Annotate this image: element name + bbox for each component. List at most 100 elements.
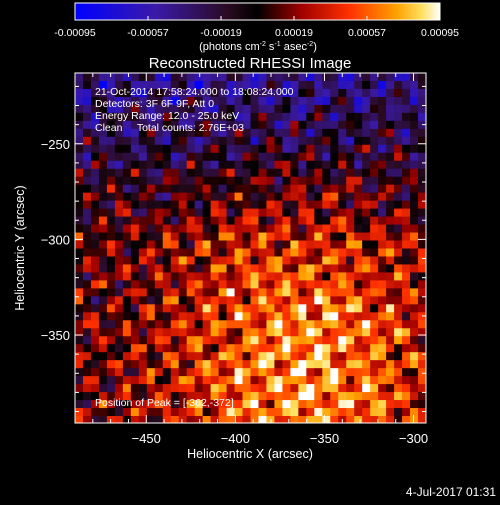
- heatmap-cell: [306, 96, 315, 106]
- heatmap-cell: [170, 312, 180, 321]
- heatmap-cell: [258, 192, 267, 202]
- heatmap-cell: [218, 256, 227, 265]
- heatmap-cell: [322, 128, 331, 138]
- heatmap-cell: [242, 368, 251, 377]
- heatmap-cell: [362, 384, 371, 393]
- heatmap-cell: [386, 384, 395, 393]
- heatmap-cell: [75, 312, 84, 321]
- heatmap-cell: [242, 73, 251, 82]
- heatmap-cell: [138, 272, 148, 281]
- heatmap-cell: [106, 336, 116, 345]
- heatmap-cell: [82, 73, 92, 82]
- heatmap-cell: [346, 184, 355, 194]
- heatmap-cell: [186, 112, 196, 122]
- heatmap-cell: [322, 176, 331, 186]
- heatmap-cell: [274, 120, 283, 130]
- heatmap-cell: [282, 264, 291, 273]
- heatmap-cell: [394, 240, 403, 249]
- x-tick-label: −350: [310, 431, 339, 446]
- heatmap-cell: [322, 144, 331, 154]
- heatmap-cell: [370, 152, 379, 162]
- heatmap-cell: [386, 352, 395, 361]
- heatmap-cell: [290, 200, 299, 210]
- heatmap-cell: [418, 80, 426, 90]
- heatmap-cell: [402, 120, 411, 130]
- heatmap-cell: [370, 176, 379, 186]
- heatmap-cell: [178, 392, 188, 401]
- heatmap-cell: [186, 368, 196, 377]
- heatmap-cell: [386, 344, 395, 353]
- heatmap-cell: [218, 168, 227, 178]
- heatmap-cell: [98, 160, 108, 170]
- heatmap-cell: [90, 232, 100, 241]
- heatmap-cell: [266, 80, 275, 90]
- heatmap-cell: [250, 392, 259, 401]
- heatmap-cell: [386, 152, 395, 162]
- heatmap-cell: [130, 176, 140, 186]
- heatmap-cell: [90, 160, 100, 170]
- heatmap-cell: [154, 200, 164, 210]
- heatmap-cell: [162, 232, 172, 241]
- heatmap-cell: [98, 80, 108, 90]
- heatmap-cell: [146, 216, 156, 225]
- heatmap-cell: [106, 384, 116, 393]
- heatmap-cell: [202, 80, 212, 90]
- heatmap-cell: [242, 208, 251, 217]
- heatmap-cell: [146, 80, 156, 90]
- heatmap-cell: [82, 312, 92, 321]
- heatmap-cell: [290, 240, 299, 249]
- heatmap-cell: [282, 280, 291, 289]
- heatmap-cell: [362, 304, 371, 313]
- heatmap-cell: [354, 320, 363, 329]
- heatmap-cell: [122, 288, 132, 297]
- heatmap-cell: [346, 104, 355, 114]
- heatmap-cell: [362, 232, 371, 241]
- heatmap-cell: [90, 416, 100, 423]
- heatmap-cell: [378, 232, 387, 241]
- heatmap-cell: [170, 376, 180, 385]
- heatmap-cell: [290, 400, 299, 409]
- heatmap-cell: [242, 336, 251, 345]
- heatmap-cell: [362, 176, 371, 186]
- heatmap-cell: [314, 128, 323, 138]
- heatmap-cell: [402, 144, 411, 154]
- heatmap-cell: [386, 304, 395, 313]
- heatmap-cell: [258, 296, 267, 305]
- heatmap-cell: [354, 376, 363, 385]
- heatmap-cell: [154, 336, 164, 345]
- heatmap-cell: [130, 376, 140, 385]
- heatmap-cell: [202, 232, 212, 241]
- heatmap-cell: [114, 288, 124, 297]
- heatmap-cell: [290, 264, 299, 273]
- heatmap-cell: [386, 400, 395, 409]
- heatmap-cell: [370, 120, 379, 130]
- heatmap-cell: [210, 128, 219, 138]
- heatmap-cell: [330, 208, 339, 217]
- heatmap-cell: [186, 144, 196, 154]
- heatmap-cell: [226, 208, 235, 217]
- heatmap-cell: [418, 73, 426, 82]
- heatmap-cell: [178, 264, 188, 273]
- heatmap-cell: [234, 288, 243, 297]
- heatmap-cell: [290, 136, 299, 146]
- heatmap-cell: [410, 184, 419, 194]
- heatmap-cell: [202, 224, 212, 233]
- heatmap-cell: [402, 232, 411, 241]
- heatmap-cell: [194, 73, 204, 82]
- heatmap-cell: [250, 328, 259, 337]
- heatmap-cell: [322, 136, 331, 146]
- heatmap-cell: [210, 312, 219, 321]
- heatmap-cell: [218, 288, 227, 297]
- heatmap-cell: [298, 168, 307, 178]
- heatmap-cell: [258, 136, 267, 146]
- heatmap-cell: [402, 216, 411, 225]
- heatmap-cell: [202, 328, 212, 337]
- heatmap-cell: [146, 360, 156, 369]
- heatmap-cell: [362, 192, 371, 202]
- heatmap-cell: [282, 184, 291, 194]
- heatmap-cell: [226, 136, 235, 146]
- heatmap-cell: [82, 408, 92, 417]
- heatmap-cell: [282, 392, 291, 401]
- heatmap-cell: [114, 280, 124, 289]
- heatmap-cell: [122, 208, 132, 217]
